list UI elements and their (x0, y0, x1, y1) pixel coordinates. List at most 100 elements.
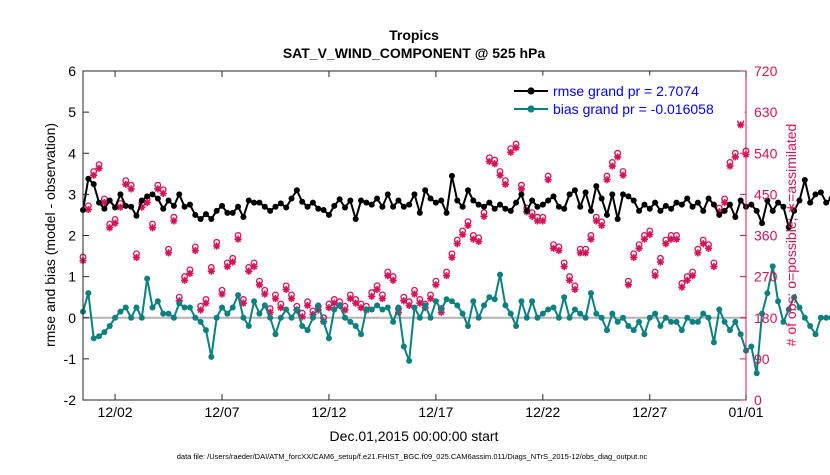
bias-point (555, 314, 562, 321)
bias-point (422, 302, 429, 309)
rmse-point (165, 197, 172, 204)
bias-point (293, 306, 300, 313)
obs-assimilated-marker (148, 224, 157, 232)
obs-assimilated-marker (410, 290, 419, 298)
bias-point (636, 318, 643, 325)
obs-assimilated-marker (266, 308, 274, 316)
rmse-point (657, 207, 664, 214)
bias-point (694, 318, 701, 325)
bias-point (577, 310, 584, 317)
rmse-point (620, 191, 627, 198)
x-tick-label: 12/17 (418, 404, 453, 420)
bias-point (769, 263, 776, 270)
obs-assimilated-marker (517, 185, 526, 193)
rmse-point (293, 187, 300, 194)
bias-point (571, 306, 578, 313)
rmse-point (315, 205, 322, 212)
bias-point (96, 333, 103, 340)
bias-point (689, 318, 696, 325)
rmse-point (807, 199, 814, 206)
left-tick-label: 3 (68, 186, 76, 202)
obs-assimilated-marker (357, 304, 365, 312)
rmse-point (160, 205, 167, 212)
obs-assimilated-marker (667, 235, 675, 243)
rmse-point (90, 181, 97, 188)
bias-point (481, 302, 488, 309)
bias-point (245, 322, 252, 329)
bias-point (764, 290, 771, 297)
obs-assimilated-marker (250, 262, 258, 271)
bias-point (539, 310, 546, 317)
rmse-point (379, 203, 386, 210)
rmse-point (759, 220, 766, 227)
obs-assimilated-marker (528, 212, 536, 220)
bias-point (304, 327, 311, 334)
obs-assimilated-marker (116, 203, 125, 211)
rmse-point (721, 207, 728, 214)
bias-point (411, 304, 418, 311)
bias-point (700, 310, 707, 317)
obs-assimilated-marker (721, 199, 729, 207)
rmse-point (149, 191, 156, 198)
rmse-point (422, 187, 429, 194)
rmse-point (502, 205, 509, 212)
bias-point (106, 322, 113, 329)
obs-assimilated-marker (122, 180, 130, 188)
rmse-point (700, 207, 707, 214)
bias-point (807, 322, 814, 329)
obs-assimilated-marker (400, 297, 408, 305)
bias-point (566, 314, 573, 321)
bias-point (299, 322, 306, 329)
obs-assimilated-marker (710, 262, 718, 271)
bias-point (443, 296, 450, 303)
bias-point (138, 314, 145, 321)
rmse-point (486, 199, 493, 206)
obs-assimilated-marker (164, 249, 173, 257)
bias-point (170, 314, 177, 321)
rmse-point (411, 191, 418, 198)
bias-point (817, 314, 824, 321)
right-axis-label: # of obs: o=possible; ∗=assimilated (783, 124, 799, 347)
rmse-point (571, 187, 578, 194)
obs-assimilated-marker (191, 246, 199, 255)
bias-point (325, 335, 332, 342)
bias-point (272, 331, 279, 338)
rmse-point (309, 199, 316, 206)
obs-assimilated-marker (384, 272, 392, 280)
bias-point (518, 298, 525, 305)
rmse-point (229, 209, 236, 216)
obs-assimilated-marker (598, 221, 606, 230)
rmse-point (299, 198, 306, 205)
obs-assimilated-marker (501, 180, 509, 188)
rmse-point (609, 191, 616, 198)
right-tick-label: 0 (754, 392, 762, 408)
bias-point (416, 314, 423, 321)
rmse-point (545, 197, 552, 204)
rmse-point (138, 197, 145, 204)
obs-assimilated-marker (170, 217, 178, 225)
bias-point (796, 304, 803, 311)
obs-assimilated-marker (277, 304, 285, 312)
rmse-point (390, 203, 397, 210)
bias-point (256, 310, 263, 317)
right-tick-label: 180 (754, 310, 778, 326)
rmse-point (384, 191, 391, 198)
bias-point (614, 318, 621, 325)
left-tick-label: 1 (68, 269, 76, 285)
bias-point (657, 322, 664, 329)
rmse-point (192, 211, 199, 218)
bias-point (202, 327, 209, 334)
rmse-point (454, 197, 461, 204)
obs-assimilated-marker (346, 294, 354, 303)
rmse-point (181, 203, 188, 210)
bias-point (101, 329, 108, 336)
rmse-point (796, 197, 803, 204)
bias-point (491, 296, 498, 303)
bias-point (561, 294, 568, 301)
rmse-point (497, 201, 504, 208)
bias-point (144, 275, 151, 282)
bias-point (336, 302, 343, 309)
rmse-point (459, 203, 466, 210)
bias-point (550, 304, 557, 311)
obs-assimilated-marker (154, 185, 162, 193)
